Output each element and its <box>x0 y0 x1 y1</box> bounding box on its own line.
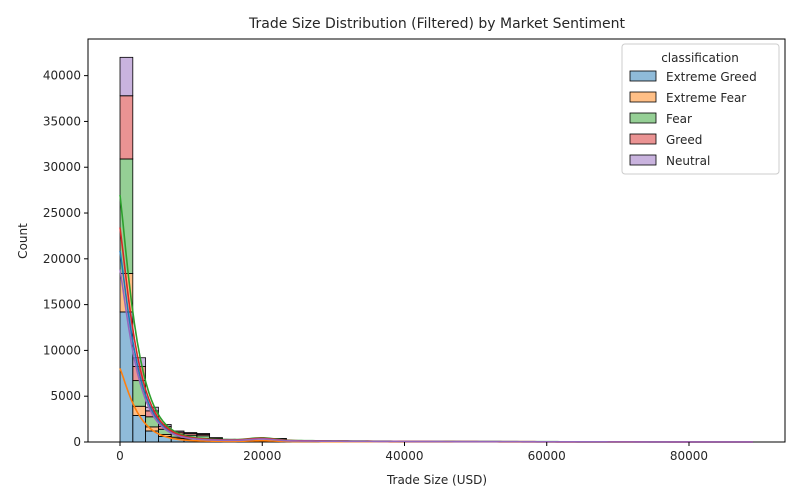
bar-extreme-greed-1 <box>132 415 147 443</box>
legend-swatch-neutral <box>629 154 657 166</box>
x-tick-label: 60000 <box>528 449 566 463</box>
y-tick-label: 10000 <box>43 343 81 357</box>
legend-box <box>621 43 780 175</box>
legend: classification Extreme Greed Extreme Fear… <box>621 43 780 175</box>
y-axis-label: Count <box>16 223 30 259</box>
kde-line-greed <box>119 227 753 443</box>
legend-title: classification <box>661 51 739 65</box>
y-tick-label: 20000 <box>43 252 81 266</box>
y-tick-label: 15000 <box>43 298 81 312</box>
legend-swatch-extreme-fear <box>629 91 657 103</box>
bar-neutral-5 <box>183 432 198 434</box>
x-axis-ticks: 0 20000 40000 60000 80000 <box>116 442 708 463</box>
kde-line-fear <box>119 194 753 443</box>
legend-swatch-greed <box>629 133 657 145</box>
x-tick-label: 80000 <box>670 449 708 463</box>
chart-title: Trade Size Distribution (Filtered) by Ma… <box>248 16 625 32</box>
legend-label-extreme-fear: Extreme Fear <box>666 91 746 105</box>
legend-label-greed: Greed <box>666 133 702 147</box>
legend-items: Extreme Greed Extreme Fear Fear Greed Neutra… <box>629 70 757 168</box>
x-tick-label: 20000 <box>243 449 281 463</box>
legend-swatch-fear <box>629 112 657 124</box>
bar-neutral-0 <box>119 56 134 97</box>
y-tick-label: 40000 <box>43 69 81 83</box>
legend-label-neutral: Neutral <box>666 154 710 168</box>
histogram-bars <box>119 56 351 443</box>
bar-greed-0 <box>119 95 134 160</box>
bar-neutral-6 <box>196 433 211 435</box>
kde-line-extreme-fear <box>119 368 753 443</box>
y-tick-label: 30000 <box>43 160 81 174</box>
y-tick-label: 35000 <box>43 114 81 128</box>
y-tick-label: 0 <box>73 435 81 449</box>
y-axis-ticks: 0 5000 10000 15000 20000 25000 30000 35000 40000 <box>43 69 88 449</box>
y-tick-label: 25000 <box>43 206 81 220</box>
kde-curves <box>119 194 753 443</box>
legend-swatch-extreme-greed <box>629 70 657 82</box>
legend-label-fear: Fear <box>666 112 692 126</box>
x-tick-label: 40000 <box>385 449 423 463</box>
x-axis-label: Trade Size (USD) <box>386 473 487 487</box>
legend-label-extreme-greed: Extreme Greed <box>666 70 757 84</box>
y-tick-label: 5000 <box>50 389 81 403</box>
kde-line-extreme-greed <box>119 250 753 443</box>
kde-line-neutral <box>119 269 753 443</box>
x-tick-label: 0 <box>116 449 124 463</box>
